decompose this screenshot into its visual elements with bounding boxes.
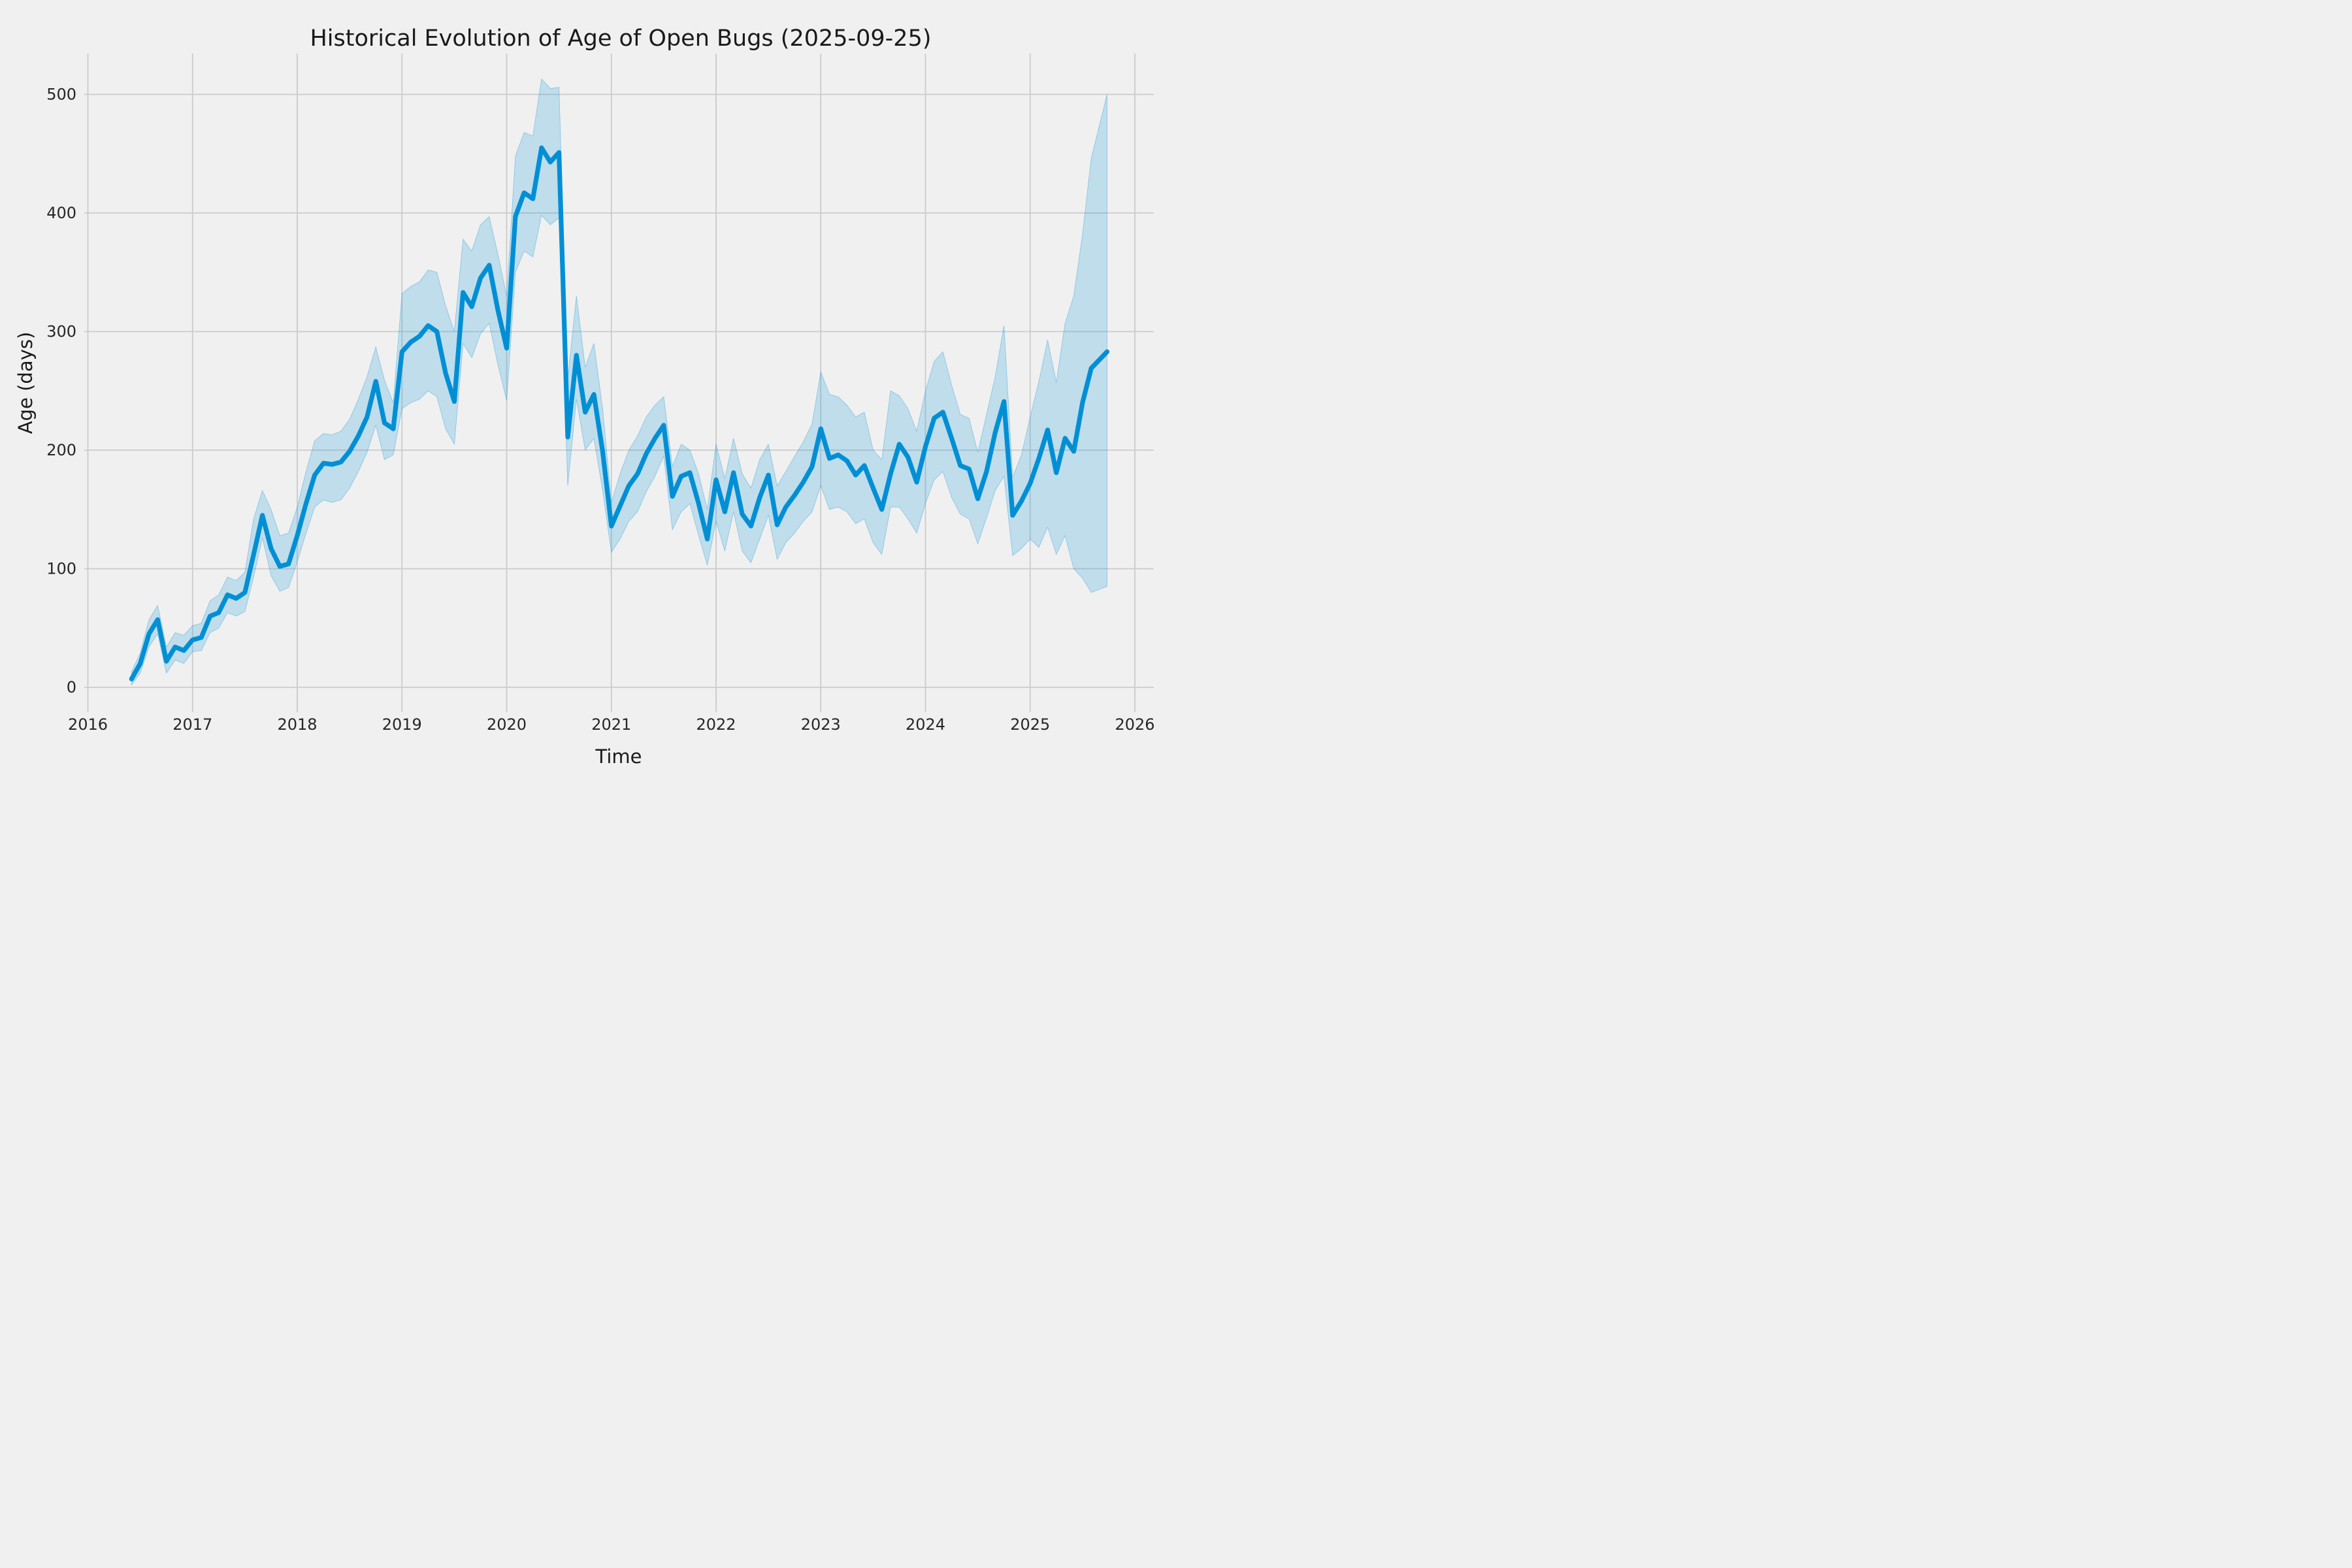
x-axis-label: Time — [595, 745, 642, 768]
x-tick-label: 2019 — [382, 715, 422, 734]
y-tick-label: 400 — [46, 204, 76, 222]
x-tick-label: 2020 — [487, 715, 527, 734]
x-tick-labels: 2016 2017 2018 2019 2020 2021 2022 2023 2024 2025… — [68, 715, 1155, 734]
x-tick-label: 2016 — [68, 715, 108, 734]
y-tick-label: 100 — [46, 560, 76, 578]
x-tick-label: 2024 — [906, 715, 945, 734]
x-tick-label: 2025 — [1010, 715, 1050, 734]
y-tick-label: 200 — [46, 441, 76, 459]
x-tick-label: 2022 — [696, 715, 736, 734]
gridlines — [84, 54, 1154, 712]
y-tick-label: 0 — [67, 678, 76, 696]
y-axis-label: Age (days) — [14, 332, 37, 434]
x-tick-label: 2017 — [172, 715, 212, 734]
figure: 2016 2017 2018 2019 2020 2021 2022 2023 2024 2025… — [0, 0, 1176, 784]
mean-line — [129, 145, 1110, 681]
chart-canvas: 2016 2017 2018 2019 2020 2021 2022 2023 2024 2025… — [14, 25, 1155, 768]
x-tick-label: 2021 — [591, 715, 631, 734]
confidence-band — [131, 78, 1107, 686]
chart-title: Historical Evolution of Age of Open Bugs… — [310, 25, 931, 52]
x-tick-label: 2018 — [277, 715, 317, 734]
y-tick-labels: 0 100 200 300 400 500 — [46, 86, 76, 697]
x-tick-label: 2023 — [801, 715, 841, 734]
y-tick-label: 500 — [46, 86, 76, 104]
mean-line-path — [129, 145, 1110, 681]
y-tick-label: 300 — [46, 323, 76, 341]
x-tick-label: 2026 — [1115, 715, 1154, 734]
confidence-band-area — [131, 78, 1107, 686]
